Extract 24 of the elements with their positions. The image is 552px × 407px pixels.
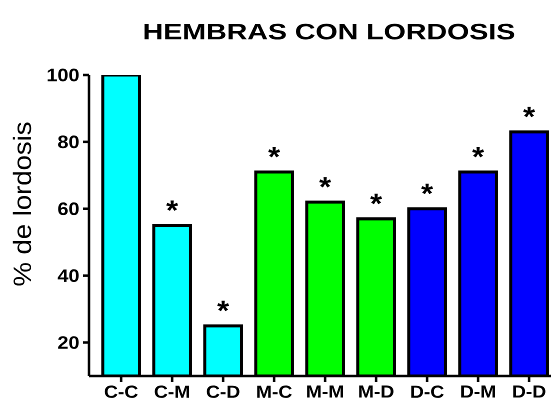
y-tick-label: 60 <box>58 202 79 216</box>
annotation: * <box>421 184 434 194</box>
x-tick-label: C-M <box>154 386 190 398</box>
annotation: * <box>268 146 280 158</box>
x-tick-label: C-C <box>104 386 138 398</box>
y-axis-title: % de lordosis <box>12 122 32 286</box>
chart-title: HEMBRAS CON LORDOSIS <box>144 24 514 40</box>
x-tick-label: D-D <box>513 386 546 398</box>
y-tick-label: 80 <box>58 136 79 148</box>
x-tick-label: D-C <box>411 386 444 398</box>
x-tick-label: M-C <box>257 386 292 398</box>
x-tick-label: D-M <box>461 386 495 398</box>
y-tick-label: 40 <box>58 269 79 282</box>
x-tick-label: M-D <box>359 386 394 398</box>
x-tick-label: C-D <box>206 386 240 398</box>
annotation: * <box>523 106 536 118</box>
y-tick-label: 100 <box>48 68 79 82</box>
y-tick-label: 20 <box>58 336 79 349</box>
x-tick-label: M-M <box>307 386 344 398</box>
annotation: * <box>319 177 332 188</box>
annotation: * <box>166 200 178 211</box>
annotation: * <box>472 146 484 158</box>
annotation: * <box>217 300 230 312</box>
annotation: * <box>370 194 382 204</box>
